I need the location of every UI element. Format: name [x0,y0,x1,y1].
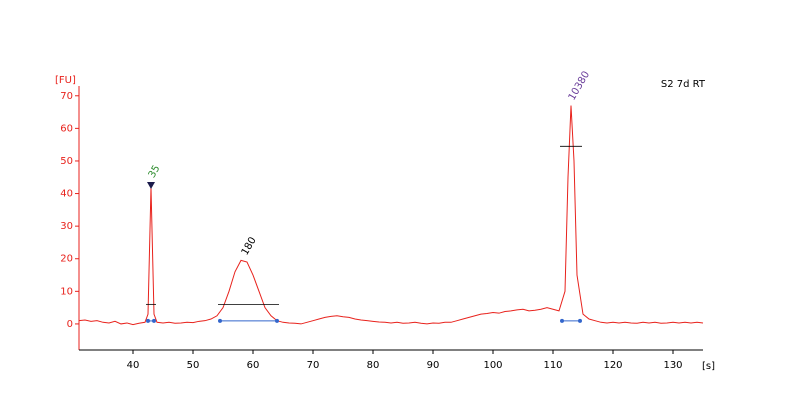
x-tick-label: 100 [483,360,502,371]
peak-label: 180 [240,235,259,257]
peak-boundary [560,318,564,323]
y-tick-label: 60 [60,123,73,134]
y-tick-label: 70 [60,91,73,102]
y-tick-label: 10 [60,286,73,297]
peak-boundary [152,318,156,323]
peak-boundary [146,318,150,323]
y-tick-label: 20 [60,254,73,265]
y-axis-label: [FU] [55,75,76,86]
y-tick-label: 30 [60,221,73,232]
chart-title: S2 7d RT [661,79,706,90]
x-tick-label: 70 [307,360,320,371]
x-axis-label: [s] [702,361,715,372]
x-tick-label: 80 [367,360,380,371]
trace-line [78,105,704,326]
y-tick-label: 0 [67,319,73,330]
peak-label: 35 [147,164,163,181]
x-tick-label: 130 [663,360,682,371]
y-tick-label: 50 [60,156,73,167]
x-tick-label: 90 [427,360,440,371]
peak-label: 10380 [567,70,592,103]
y-tick-label: 40 [60,189,73,200]
peak-boundary [275,318,279,323]
peak-boundary [218,318,222,323]
peak-marker [147,182,155,190]
x-tick-label: 120 [603,360,622,371]
x-tick-label: 110 [543,360,562,371]
x-tick-label: 40 [127,360,140,371]
x-tick-label: 50 [187,360,200,371]
x-tick-label: 60 [247,360,260,371]
peak-boundary [578,318,582,323]
